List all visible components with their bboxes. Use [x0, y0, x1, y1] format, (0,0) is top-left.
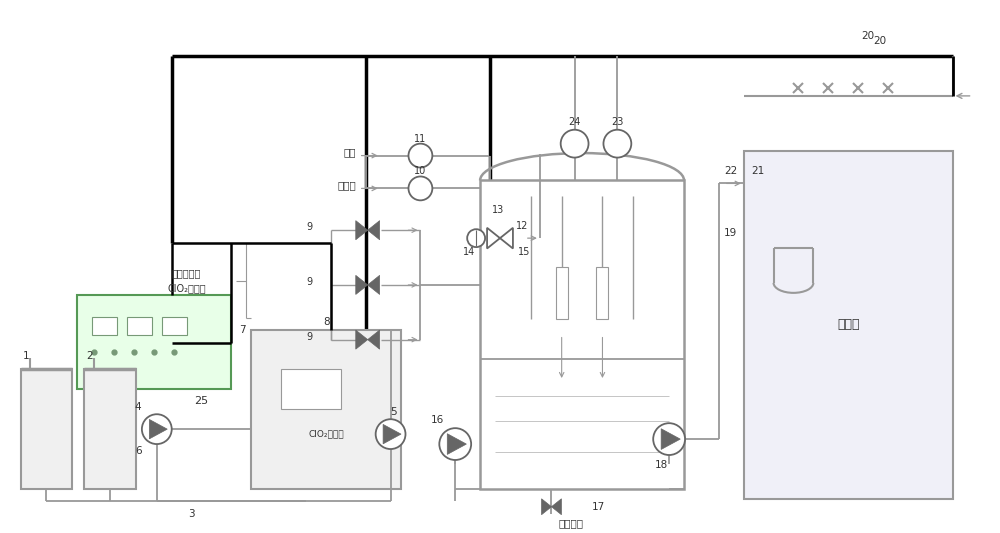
Bar [251, 330, 401, 489]
Text: 16: 16 [430, 415, 444, 425]
Polygon shape [542, 499, 551, 515]
Text: 3: 3 [188, 508, 195, 519]
Text: 10: 10 [414, 166, 427, 176]
Polygon shape [356, 221, 368, 240]
Text: 脱硝塔: 脱硝塔 [837, 318, 859, 331]
Text: 残液处理: 残液处理 [559, 519, 584, 529]
Circle shape [408, 176, 432, 200]
Text: 23: 23 [611, 117, 624, 127]
Text: 20: 20 [873, 36, 886, 46]
Polygon shape [368, 276, 380, 294]
Text: 24: 24 [568, 117, 581, 127]
Text: 9: 9 [306, 332, 312, 342]
Text: 9: 9 [306, 222, 312, 232]
Text: 19: 19 [724, 228, 737, 238]
Text: ClO₂发生器: ClO₂发生器 [167, 283, 206, 293]
Text: 13: 13 [492, 205, 504, 215]
Polygon shape [356, 276, 368, 294]
Text: 9: 9 [306, 277, 312, 287]
Polygon shape [356, 330, 368, 349]
Text: 17: 17 [592, 502, 606, 512]
Text: 21: 21 [752, 166, 765, 175]
Text: 5: 5 [390, 407, 397, 417]
Bar [127, 317, 152, 335]
Bar [162, 317, 187, 335]
Circle shape [376, 419, 405, 449]
Circle shape [561, 130, 589, 158]
Bar [744, 151, 953, 499]
Text: 11: 11 [414, 134, 427, 144]
Text: 可并联多台: 可并联多台 [172, 268, 201, 278]
Bar [556, 267, 568, 319]
Polygon shape [368, 221, 380, 240]
Text: 6: 6 [135, 446, 142, 456]
Text: 稀释水: 稀释水 [337, 181, 356, 190]
Bar [281, 369, 341, 409]
Text: 碱液: 碱液 [343, 148, 356, 158]
Text: 15: 15 [518, 247, 530, 257]
Circle shape [603, 130, 631, 158]
Text: 1: 1 [23, 351, 29, 360]
Text: 20: 20 [862, 31, 875, 41]
Polygon shape [487, 228, 500, 248]
Text: 22: 22 [724, 166, 737, 175]
Polygon shape [368, 330, 380, 349]
Bar [21, 369, 72, 489]
Polygon shape [383, 424, 401, 444]
Polygon shape [500, 228, 513, 248]
Text: 12: 12 [516, 221, 528, 231]
Bar [596, 267, 608, 319]
Text: 4: 4 [135, 402, 142, 412]
Text: 2: 2 [86, 351, 93, 360]
Text: 8: 8 [323, 317, 330, 327]
Polygon shape [149, 419, 167, 439]
Polygon shape [551, 499, 561, 515]
Bar [77, 295, 231, 389]
Circle shape [467, 229, 485, 247]
Text: 14: 14 [463, 247, 475, 257]
Circle shape [653, 423, 685, 455]
Bar [84, 369, 136, 489]
Circle shape [142, 414, 172, 444]
Text: 18: 18 [655, 460, 668, 470]
Text: ClO₂发生器: ClO₂发生器 [308, 430, 344, 439]
Circle shape [408, 144, 432, 167]
Bar [92, 317, 117, 335]
Circle shape [439, 428, 471, 460]
Bar [480, 181, 684, 489]
Text: 25: 25 [195, 397, 209, 406]
Polygon shape [661, 429, 680, 449]
Text: 7: 7 [239, 325, 246, 335]
Polygon shape [447, 434, 466, 455]
